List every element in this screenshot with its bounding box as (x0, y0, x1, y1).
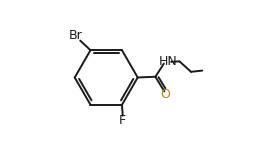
Text: O: O (160, 88, 170, 101)
Text: F: F (119, 114, 126, 127)
Text: Br: Br (69, 29, 82, 42)
Text: HN: HN (159, 55, 178, 68)
